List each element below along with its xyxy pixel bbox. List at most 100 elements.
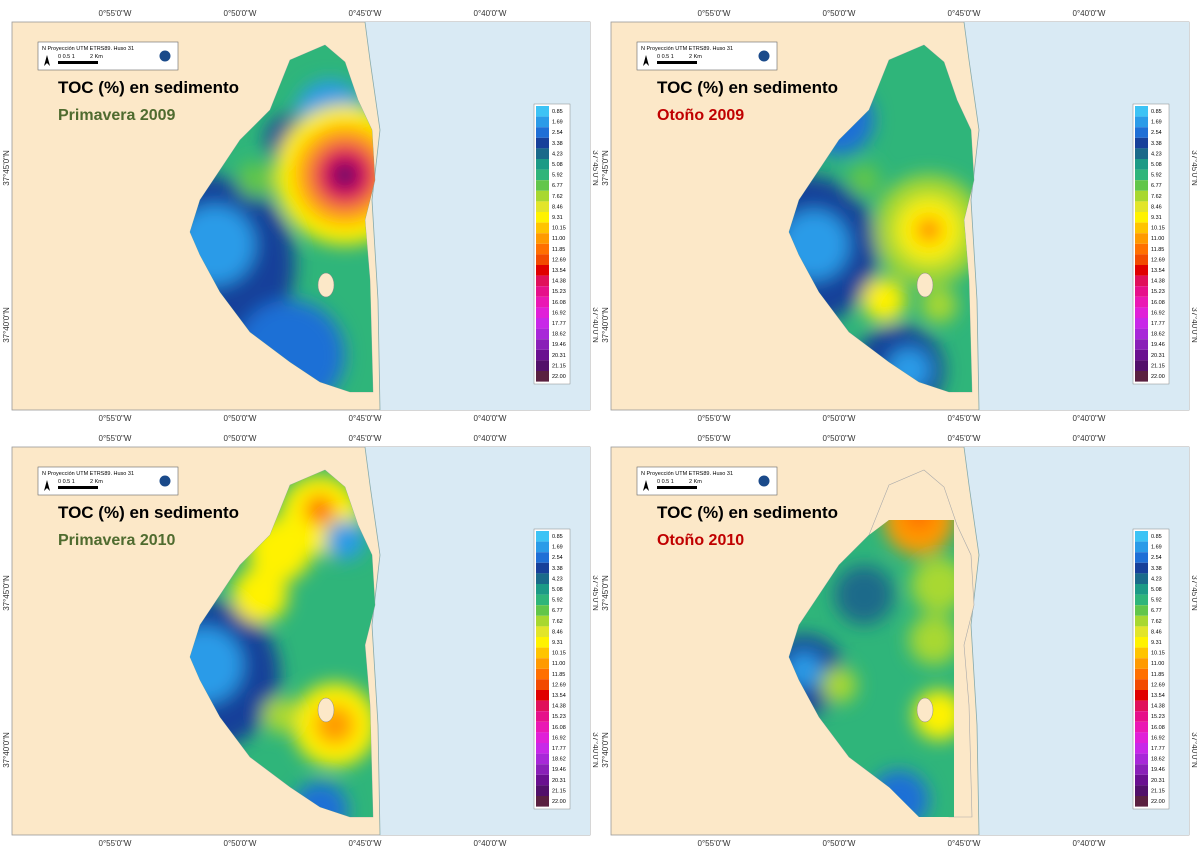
legend-label: 7.62 xyxy=(1151,619,1162,625)
legend-swatch xyxy=(536,595,549,606)
legend-swatch xyxy=(1135,542,1148,553)
legend-swatch xyxy=(536,233,549,244)
legend-swatch xyxy=(1135,201,1148,212)
legend-swatch xyxy=(1135,711,1148,722)
legend-label: 5.08 xyxy=(1151,587,1162,593)
longitude-label-bottom: 0°50'0"W xyxy=(823,414,856,423)
legend-label: 5.92 xyxy=(552,173,563,179)
latitude-label-right: 37°45'0"N xyxy=(591,575,598,611)
longitude-label-top: 0°55'0"W xyxy=(99,9,132,18)
legend-label: 20.31 xyxy=(1151,778,1165,784)
legend-swatch xyxy=(536,106,549,117)
legend-label: 13.54 xyxy=(552,693,566,699)
legend-swatch xyxy=(1135,605,1148,616)
legend-label: 21.15 xyxy=(1151,788,1165,794)
legend-swatch xyxy=(1135,754,1148,765)
legend-swatch xyxy=(1135,796,1148,807)
map-panel: 0°55'0"W0°55'0"W0°50'0"W0°50'0"W0°45'0"W… xyxy=(0,425,598,850)
legend-swatch xyxy=(1135,276,1148,287)
legend-label: 18.62 xyxy=(1151,757,1165,763)
legend-label: 2.54 xyxy=(1151,555,1162,561)
legend-swatch xyxy=(1135,785,1148,796)
legend-label: 11.85 xyxy=(552,247,565,253)
legend-label: 11.85 xyxy=(552,672,565,678)
legend-swatch xyxy=(1135,616,1148,627)
legend-swatch xyxy=(536,138,549,149)
legend-swatch xyxy=(536,286,549,297)
projection-text: N Proyección UTM ETRS89. Huso 31 xyxy=(42,46,134,52)
legend-swatch xyxy=(1135,626,1148,637)
legend-label: 5.08 xyxy=(1151,162,1162,168)
longitude-label-bottom: 0°55'0"W xyxy=(698,839,731,848)
legend-swatch xyxy=(1135,159,1148,170)
island xyxy=(917,698,933,722)
panel-subtitle: Primavera 2010 xyxy=(58,532,176,549)
legend-label: 10.15 xyxy=(552,226,566,232)
latitude-label-right: 37°40'0"N xyxy=(591,307,598,343)
legend-label: 11.00 xyxy=(552,236,565,242)
legend-label: 11.85 xyxy=(1151,672,1164,678)
island xyxy=(917,273,933,297)
legend-swatch xyxy=(536,743,549,754)
legend-swatch xyxy=(536,648,549,659)
scale-bar xyxy=(58,61,98,64)
longitude-label-top: 0°55'0"W xyxy=(698,9,731,18)
longitude-label-bottom: 0°55'0"W xyxy=(99,414,132,423)
legend-label: 15.23 xyxy=(552,714,566,720)
legend-swatch xyxy=(536,159,549,170)
latitude-label-left: 37°40'0"N xyxy=(601,307,610,343)
legend-label: 5.92 xyxy=(1151,598,1162,604)
legend-label: 14.38 xyxy=(552,704,566,710)
legend-swatch xyxy=(536,371,549,382)
legend-swatch xyxy=(1135,127,1148,138)
legend-label: 16.08 xyxy=(552,725,566,731)
map-panel: 0°55'0"W0°55'0"W0°50'0"W0°50'0"W0°45'0"W… xyxy=(0,0,598,425)
legend-swatch xyxy=(536,552,549,563)
legend-swatch xyxy=(1135,212,1148,223)
panel-title: TOC (%) en sedimento xyxy=(58,503,239,522)
longitude-label-bottom: 0°45'0"W xyxy=(948,839,981,848)
legend-label: 17.77 xyxy=(1151,321,1165,327)
logo xyxy=(758,475,770,487)
legend-swatch xyxy=(536,170,549,181)
legend-swatch xyxy=(1135,637,1148,648)
latitude-label-left: 37°40'0"N xyxy=(2,732,11,768)
legend-label: 6.77 xyxy=(1151,608,1162,614)
legend-swatch xyxy=(1135,180,1148,191)
longitude-label-top: 0°40'0"W xyxy=(1073,9,1106,18)
legend-label: 0.85 xyxy=(552,109,563,115)
legend-swatch xyxy=(1135,584,1148,595)
legend-label: 15.23 xyxy=(1151,289,1165,295)
legend-label: 5.92 xyxy=(552,598,563,604)
latitude-label-right: 37°40'0"N xyxy=(1190,307,1197,343)
legend-swatch xyxy=(1135,170,1148,181)
longitude-label-top: 0°50'0"W xyxy=(823,9,856,18)
legend-label: 0.85 xyxy=(552,534,563,540)
longitude-label-top: 0°45'0"W xyxy=(349,9,382,18)
legend-swatch xyxy=(536,254,549,265)
legend-swatch xyxy=(536,669,549,680)
longitude-label-top: 0°45'0"W xyxy=(349,434,382,443)
legend-label: 8.46 xyxy=(1151,204,1162,210)
toc-blob xyxy=(909,615,959,665)
projection-text: N Proyección UTM ETRS89. Huso 31 xyxy=(641,46,733,52)
toc-blob xyxy=(331,161,359,189)
legend-label: 12.69 xyxy=(1151,257,1165,263)
longitude-label-bottom: 0°40'0"W xyxy=(474,839,507,848)
legend-swatch xyxy=(1135,244,1148,255)
legend-label: 3.38 xyxy=(1151,141,1162,147)
legend-label: 4.23 xyxy=(552,151,563,157)
longitude-label-top: 0°45'0"W xyxy=(948,434,981,443)
legend-swatch xyxy=(1135,595,1148,606)
legend-swatch xyxy=(536,616,549,627)
legend-swatch xyxy=(1135,286,1148,297)
latitude-label-left: 37°45'0"N xyxy=(601,575,610,611)
panel-title: TOC (%) en sedimento xyxy=(657,78,838,97)
toc-blob xyxy=(917,218,941,242)
latitude-label-left: 37°45'0"N xyxy=(601,150,610,186)
legend-label: 8.46 xyxy=(1151,629,1162,635)
legend-label: 20.31 xyxy=(1151,353,1165,359)
latitude-label-right: 37°45'0"N xyxy=(591,150,598,186)
legend-label: 15.23 xyxy=(1151,714,1165,720)
legend-label: 10.15 xyxy=(1151,651,1165,657)
